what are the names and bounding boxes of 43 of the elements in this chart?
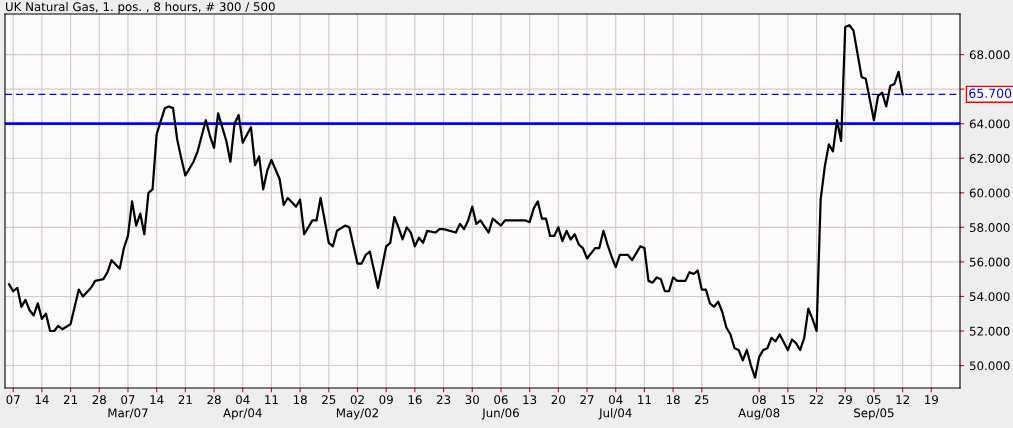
x-tick-label: 07 <box>6 395 20 405</box>
ref-line-label: 65.700 <box>969 88 1012 98</box>
x-tick-label: 07 Mar/07 <box>108 395 148 419</box>
chart-title: UK Natural Gas, 1. pos. , 8 hours, # 300 / 500 <box>6 2 275 14</box>
x-tick-label: 08 Aug/08 <box>738 395 780 420</box>
x-tick-label: 12 <box>896 395 909 404</box>
x-tick-label: 18 <box>293 395 307 405</box>
y-tick-label: 68.000 <box>969 50 1010 60</box>
x-tick-label: 18 <box>666 395 680 405</box>
x-tick-label: 25 <box>322 395 336 405</box>
y-tick-label: 52.000 <box>969 326 1010 336</box>
x-tick-label: 13 <box>523 395 537 405</box>
y-tick-label: 54.000 <box>969 292 1010 302</box>
x-tick-label: 09 <box>379 395 393 405</box>
x-tick-label: 23 <box>436 395 451 405</box>
y-tick-label: 50.000 <box>969 361 1010 371</box>
x-tick-label: 04 Jul/04 <box>598 395 632 420</box>
y-tick-label: 60.000 <box>969 188 1010 198</box>
x-tick-label: 04 Apr/04 <box>223 395 262 420</box>
x-tick-label: 21 <box>178 395 192 404</box>
x-tick-label: 30 <box>465 395 479 405</box>
y-tick-label: 58.000 <box>969 223 1010 232</box>
x-tick-label: 02 May/02 <box>336 395 379 420</box>
x-tick-label: 11 <box>638 395 651 404</box>
x-tick-label: 19 <box>925 395 938 405</box>
x-tick-label: 14 <box>150 395 164 404</box>
x-tick-label: 16 <box>408 395 422 405</box>
y-tick-label: 64.000 <box>969 119 1010 129</box>
x-tick-label: 05 Sep/05 <box>854 395 894 420</box>
y-tick-label: 56.000 <box>969 257 1010 267</box>
x-tick-label: 27 <box>580 395 594 404</box>
x-tick-label: 20 <box>551 395 566 405</box>
x-tick-label: 29 <box>838 395 852 405</box>
y-tick-label: 62.000 <box>969 153 1010 163</box>
x-tick-label: 28 <box>92 395 106 405</box>
x-tick-label: 28 <box>207 395 221 405</box>
x-tick-label: 11 <box>265 395 278 404</box>
x-tick-label: 14 <box>35 395 49 404</box>
x-tick-label: 15 <box>781 395 795 405</box>
x-tick-label: 21 <box>63 395 77 404</box>
x-tick-label: 06 Jun/06 <box>481 395 519 420</box>
x-tick-label: 22 <box>809 395 823 404</box>
x-tick-label: 25 <box>695 395 709 405</box>
